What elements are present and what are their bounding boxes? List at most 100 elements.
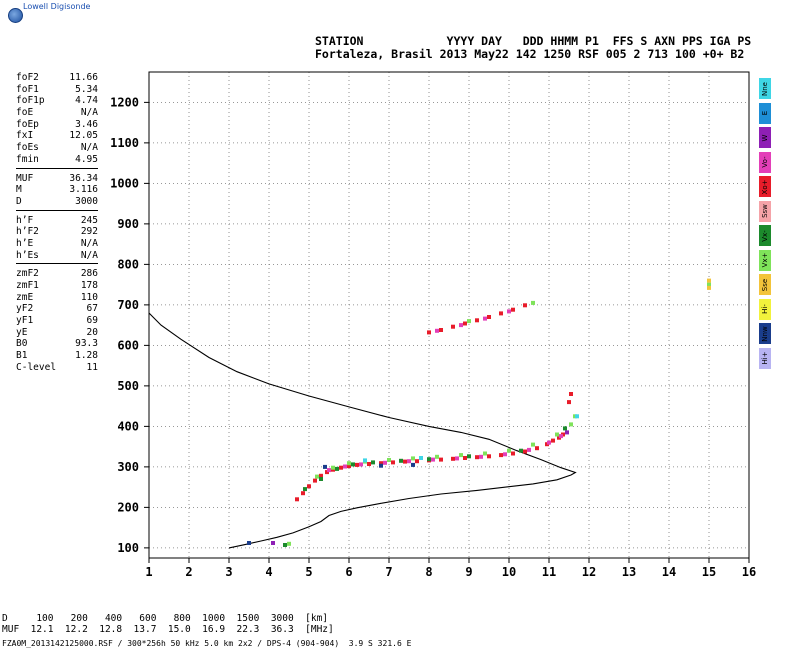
param-name: zmF1 [16,280,39,291]
echo-point [435,328,439,333]
muf-table: D 100 200 400 600 800 1000 1500 3000 [km… [2,613,334,635]
echo-point [523,449,527,454]
echo-point [371,460,375,465]
legend-swatch: E [759,102,771,124]
echo-point [459,323,463,328]
echo-point [431,457,435,462]
legend-label: W [761,134,769,141]
y-tick-label: 400 [117,419,139,433]
param-name: fmin [16,153,39,165]
echo-point [379,463,383,468]
echo-point [559,434,563,439]
x-tick-label: 5 [305,565,312,579]
echo-point [403,459,407,464]
legend-label: Vx+ [761,252,769,268]
param-row: D 3000 [16,196,98,208]
param-value: 4.74 [75,95,98,107]
legend-label: Hi- [761,304,769,314]
y-tick-label: 1200 [110,95,139,109]
param-value: N/A [80,107,98,119]
echo-point [247,541,251,545]
x-tick-label: 14 [662,565,676,579]
legend-swatch: Nne [759,78,771,99]
file-footer: FZA0M_2013142125000.RSF / 300*256h 50 kH… [2,639,412,648]
echo-point [551,438,555,443]
legend-label: Vx- [761,229,769,242]
param-row: foF1 5.34 [16,84,98,96]
echo-point [327,468,331,473]
echo-point [363,458,367,463]
param-value: 69 [86,315,98,327]
echo-point [519,448,523,453]
param-name: h’E [16,237,34,249]
legend-label: Hi+ [761,351,769,365]
legend-label: Nnw [761,325,769,342]
echo-point [287,541,291,546]
echo-point [387,458,391,462]
echo-point [301,491,305,496]
y-tick-label: 900 [117,217,139,231]
muf-value-row: MUF 12.1 12.2 12.8 13.7 15.0 16.9 22.3 3… [2,623,334,635]
echo-point [535,446,539,451]
x-tick-label: 8 [425,565,432,579]
x-tick-label: 2 [185,565,192,579]
param-name: zmF2 [16,268,39,280]
param-name: yF1 [16,315,34,327]
param-name: fxI [16,130,34,142]
param-name: h’F2 [16,226,39,238]
echo-point [283,543,287,547]
echo-point [467,454,471,459]
legend-label: Xo+ [761,179,769,194]
echo-point [411,456,415,461]
param-value: 11.66 [69,72,98,83]
echo-point [383,460,387,465]
x-tick-label: 4 [265,565,272,579]
echo-point [439,457,443,462]
y-tick-label: 300 [117,460,139,474]
echo-point [707,282,711,287]
echo-point [319,477,323,481]
legend-swatch: Hi- [759,298,771,320]
param-value: 178 [80,280,98,291]
muf-distance-row: D 100 200 400 600 800 1000 1500 3000 [km… [2,613,329,624]
echo-point [313,478,317,483]
param-value: 5.34 [75,83,98,95]
legend-label: Nne [761,81,769,96]
param-row: B0 93.3 [16,338,98,350]
echo-point [507,448,511,453]
echo-point [459,453,463,458]
param-row: zmE 110 [16,292,98,304]
echo-point [467,319,471,324]
true-height-profile-line [148,312,577,549]
echo-point [575,414,579,419]
param-value: 3.116 [69,184,98,196]
echo-point [335,466,339,471]
x-tick-label: 6 [345,565,352,579]
echo-point [347,461,351,466]
echo-point [527,447,531,452]
param-value: 4.95 [75,153,98,165]
legend-swatch: Vx- [759,225,771,246]
echo-point [531,442,535,447]
param-name: zmE [16,291,34,303]
x-tick-label: 3 [225,565,232,579]
echo-point [419,456,423,460]
param-row: M 3.116 [16,184,98,196]
x-tick-label: 12 [582,565,596,579]
param-row: yE 20 [16,327,98,339]
legend-swatch: Sse [759,274,771,295]
param-row: h’F2 292 [16,226,98,238]
legend-label: Sse [761,278,769,291]
echo-point [455,456,459,461]
legend-label: E [761,110,769,116]
header-line-1: STATION YYYY DAY DDD HHMM P1 FFS S AXN P… [315,34,752,48]
echo-point [569,392,573,396]
echo-point [319,473,323,478]
param-row: MUF 36.34 [16,173,98,185]
echo-point [451,324,455,329]
echo-point [503,452,507,457]
echo-point [479,454,483,459]
station-header: STATION YYYY DAY DDD HHMM P1 FFS S AXN P… [315,35,751,61]
param-value: 245 [80,214,98,226]
param-row: h’F 245 [16,215,98,227]
